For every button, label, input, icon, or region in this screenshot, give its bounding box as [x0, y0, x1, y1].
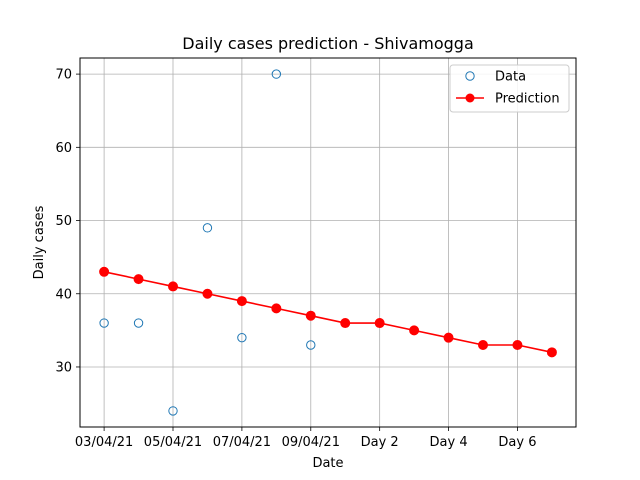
prediction-point: [512, 340, 523, 350]
series-layer: [99, 69, 557, 416]
x-axis-title: Date: [312, 456, 343, 471]
prediction-point: [546, 347, 557, 358]
x-tick-label: 07/04/21: [213, 435, 271, 450]
prediction-line: [103, 271, 553, 354]
ticks: 03/04/21 05/04/21 07/04/21 09/04/21 Day 2 Day…: [55, 68, 536, 450]
legend-data-label: Data: [495, 70, 526, 85]
x-tick-label: Day 2: [361, 435, 399, 450]
legend-prediction-marker: [465, 93, 475, 103]
x-tick-label: Day 6: [498, 435, 536, 450]
y-tick-label: 40: [55, 287, 72, 302]
prediction-point: [443, 332, 454, 343]
prediction-point: [305, 310, 316, 321]
prediction-point: [374, 318, 385, 329]
prediction-point: [271, 303, 282, 314]
legend-prediction-label: Prediction: [495, 92, 560, 107]
x-tick-label: 05/04/21: [144, 435, 202, 450]
prediction-point: [168, 281, 178, 292]
y-tick-label: 60: [55, 141, 72, 156]
data-point: [133, 318, 144, 328]
prediction-point: [133, 274, 144, 285]
data-point: [202, 223, 213, 233]
prediction-point: [236, 296, 247, 307]
y-tick-label: 50: [55, 214, 72, 229]
data-point: [99, 318, 109, 328]
y-tick-label: 70: [55, 68, 72, 83]
legend-box: [449, 64, 570, 113]
data-point: [306, 340, 316, 350]
legend: Data Prediction: [449, 64, 570, 113]
prediction-point: [99, 266, 110, 277]
x-tick-label: 03/04/21: [75, 435, 133, 450]
data-point: [271, 69, 282, 79]
prediction-point: [202, 288, 213, 299]
grid: [80, 58, 576, 427]
prediction-point: [478, 340, 488, 350]
y-tick-label: 30: [55, 360, 72, 375]
prediction-point: [340, 318, 351, 329]
data-point: [237, 332, 247, 343]
prediction-point: [409, 325, 420, 336]
data-point: [168, 406, 178, 416]
plot-frame: [79, 57, 577, 428]
y-axis-title: Daily cases: [32, 205, 47, 279]
x-tick-label: Day 4: [430, 435, 468, 450]
x-tick-label: 09/04/21: [282, 435, 340, 450]
chart-title: Daily cases prediction - Shivamogga: [182, 34, 474, 53]
legend-data-marker: [465, 71, 475, 81]
